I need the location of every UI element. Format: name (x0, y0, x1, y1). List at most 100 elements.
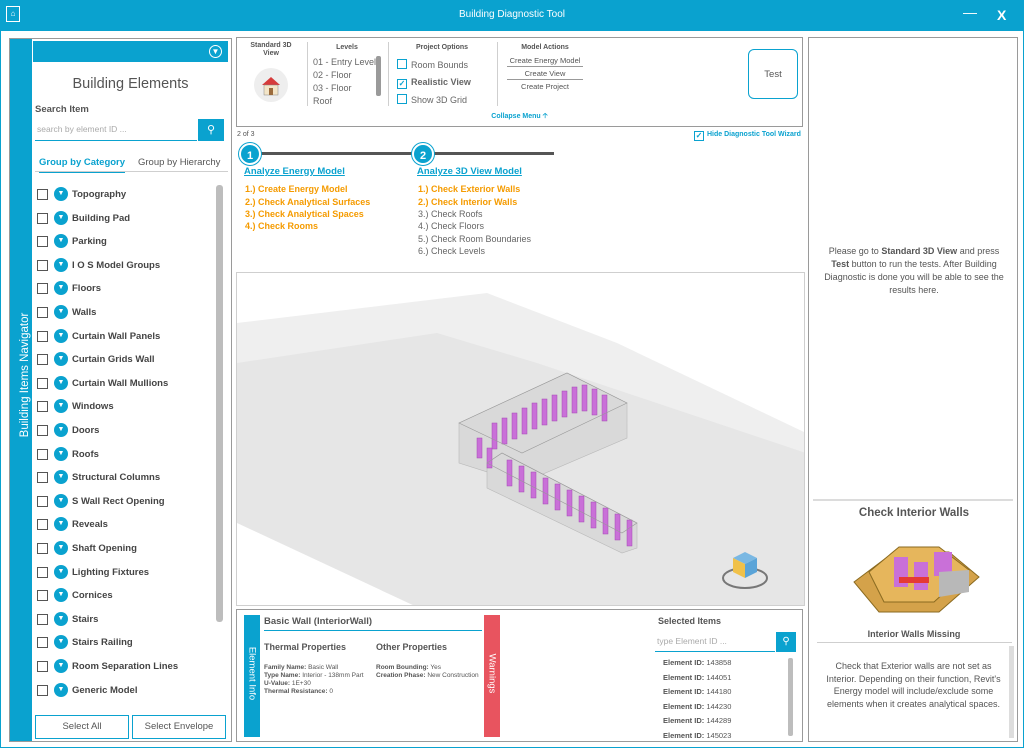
category-item[interactable]: ▼ Shaft Opening (37, 541, 217, 557)
tab-group-by-hierarchy[interactable]: Group by Hierarchy (138, 157, 221, 168)
realistic-view-checkbox[interactable]: ✓ (397, 79, 407, 89)
step-1-item[interactable]: 1.) Create Energy Model (245, 184, 348, 194)
category-checkbox[interactable] (37, 637, 48, 649)
expand-arrow-icon[interactable]: ▼ (54, 659, 68, 673)
collapse-menu-button[interactable]: Collapse Menu 🡡 (237, 112, 802, 123)
category-item[interactable]: ▼ Curtain Grids Wall (37, 352, 217, 368)
minimize-button[interactable]: — (963, 4, 977, 20)
category-item[interactable]: ▼ I O S Model Groups (37, 257, 217, 274)
expand-arrow-icon[interactable]: ▼ (54, 234, 68, 249)
category-checkbox[interactable] (37, 189, 48, 200)
expand-arrow-icon[interactable]: ▼ (54, 446, 68, 461)
search-input[interactable]: search by element ID ... (35, 119, 197, 141)
category-item[interactable]: ▼ Lighting Fixtures (37, 564, 217, 581)
create-view-button[interactable]: Create View (507, 69, 583, 80)
category-item[interactable]: ▼ Room Separation Lines (37, 659, 217, 675)
category-checkbox[interactable] (37, 519, 48, 531)
step-2-item[interactable]: 4.) Check Floors (418, 221, 485, 231)
category-checkbox[interactable] (37, 613, 48, 625)
category-checkbox[interactable] (37, 401, 48, 413)
selected-item[interactable]: Element ID: 145023 (663, 731, 731, 740)
category-scrollbar[interactable] (216, 185, 223, 622)
option-realistic-view[interactable]: ✓ Realistic View (397, 77, 471, 89)
expand-arrow-icon[interactable]: ▼ (54, 281, 68, 296)
step-2-title-link[interactable]: Analyze 3D View Model (417, 166, 522, 177)
navigator-tab[interactable]: Building Items Navigator (10, 39, 32, 741)
selected-item[interactable]: Element ID: 144180 (663, 687, 731, 696)
selected-items-scrollbar[interactable] (788, 658, 793, 736)
category-checkbox[interactable] (37, 377, 48, 389)
category-checkbox[interactable] (37, 495, 48, 507)
step-1-item[interactable]: 4.) Check Rooms (245, 221, 319, 231)
expand-arrow-icon[interactable]: ▼ (54, 423, 68, 437)
expand-arrow-icon[interactable]: ▼ (54, 328, 68, 343)
levels-scrollbar[interactable] (376, 56, 381, 96)
create-energy-model-button[interactable]: Create Energy Model (507, 56, 583, 67)
warnings-tab[interactable]: Warnings (484, 615, 500, 737)
search-icon[interactable]: ⚲ (198, 119, 224, 141)
level-item[interactable]: 02 - Floor (313, 70, 352, 80)
selected-item[interactable]: Element ID: 144230 (663, 702, 731, 711)
category-checkbox[interactable] (37, 566, 48, 578)
show-3d-grid-checkbox[interactable] (397, 94, 407, 104)
hide-wizard-checkbox[interactable]: ✓ (694, 131, 704, 141)
category-checkbox[interactable] (37, 259, 48, 271)
category-item[interactable]: ▼ Windows (37, 399, 217, 415)
close-button[interactable]: X (997, 7, 1007, 23)
expand-arrow-icon[interactable]: ▼ (54, 257, 68, 272)
option-show-3d-grid[interactable]: Show 3D Grid (397, 94, 467, 105)
expand-arrow-icon[interactable]: ▼ (54, 210, 68, 225)
category-checkbox[interactable] (37, 543, 48, 554)
expand-arrow-icon[interactable]: ▼ (54, 541, 68, 555)
search-icon[interactable]: ⚲ (776, 632, 796, 652)
step-1-item[interactable]: 3.) Check Analytical Spaces (245, 209, 364, 219)
select-envelope-button[interactable]: Select Envelope (132, 715, 226, 739)
expand-arrow-icon[interactable]: ▼ (54, 493, 68, 508)
category-checkbox[interactable] (37, 354, 48, 366)
category-item[interactable]: ▼ Stairs Railing (37, 635, 217, 651)
option-room-bounds[interactable]: Room Bounds (397, 59, 468, 70)
step-1-item[interactable]: 2.) Check Analytical Surfaces (245, 197, 371, 207)
step-1-title-link[interactable]: Analyze Energy Model (244, 166, 345, 177)
category-item[interactable]: ▼ Reveals (37, 517, 217, 533)
step-2-item[interactable]: 5.) Check Room Boundaries (418, 234, 532, 244)
expand-arrow-icon[interactable]: ▼ (54, 187, 68, 201)
category-checkbox[interactable] (37, 212, 48, 224)
category-item[interactable]: ▼ Doors (37, 423, 217, 439)
step-2-item[interactable]: 1.) Check Exterior Walls (418, 184, 521, 194)
category-item[interactable]: ▼ Building Pad (37, 210, 217, 227)
element-id-search-input[interactable]: type Element ID ... (655, 632, 775, 652)
expand-arrow-icon[interactable]: ▼ (54, 588, 68, 603)
step-2-item[interactable]: 2.) Check Interior Walls (418, 197, 518, 207)
step-1-badge[interactable]: 1 (239, 143, 261, 165)
category-item[interactable]: ▼ Walls (37, 305, 217, 321)
category-checkbox[interactable] (37, 472, 48, 484)
category-item[interactable]: ▼ Cornices (37, 588, 217, 604)
category-checkbox[interactable] (37, 684, 48, 696)
3d-viewport[interactable] (236, 272, 805, 606)
category-item[interactable]: ▼ Stairs (37, 611, 217, 628)
category-item[interactable]: ▼ Generic Model (37, 682, 217, 699)
category-checkbox[interactable] (37, 283, 48, 295)
room-bounds-checkbox[interactable] (397, 59, 407, 69)
selected-item[interactable]: Element ID: 144051 (663, 673, 731, 682)
category-checkbox[interactable] (37, 236, 48, 248)
viewcube-icon[interactable] (722, 552, 768, 589)
standard-3d-view-icon[interactable] (254, 68, 288, 102)
category-checkbox[interactable] (37, 330, 48, 342)
test-button[interactable]: Test (748, 49, 798, 99)
level-item[interactable]: 01 - Entry Level (313, 57, 377, 67)
expand-arrow-icon[interactable]: ▼ (54, 611, 68, 626)
expand-arrow-icon[interactable]: ▼ (54, 399, 68, 414)
element-info-tab[interactable]: Element Info (244, 615, 260, 737)
select-all-button[interactable]: Select All (35, 715, 129, 739)
category-item[interactable]: ▼ Floors (37, 281, 217, 297)
create-project-button[interactable]: Create Project (521, 82, 569, 91)
hide-wizard-toggle[interactable]: ✓ Hide Diagnostic Tool Wizard (694, 131, 801, 141)
tab-group-by-category[interactable]: Group by Category (39, 157, 126, 173)
expand-arrow-icon[interactable]: ▼ (54, 564, 68, 579)
expand-arrow-icon[interactable]: ▼ (54, 375, 68, 390)
category-checkbox[interactable] (37, 661, 48, 672)
category-item[interactable]: ▼ Parking (37, 234, 217, 250)
category-checkbox[interactable] (37, 307, 48, 318)
